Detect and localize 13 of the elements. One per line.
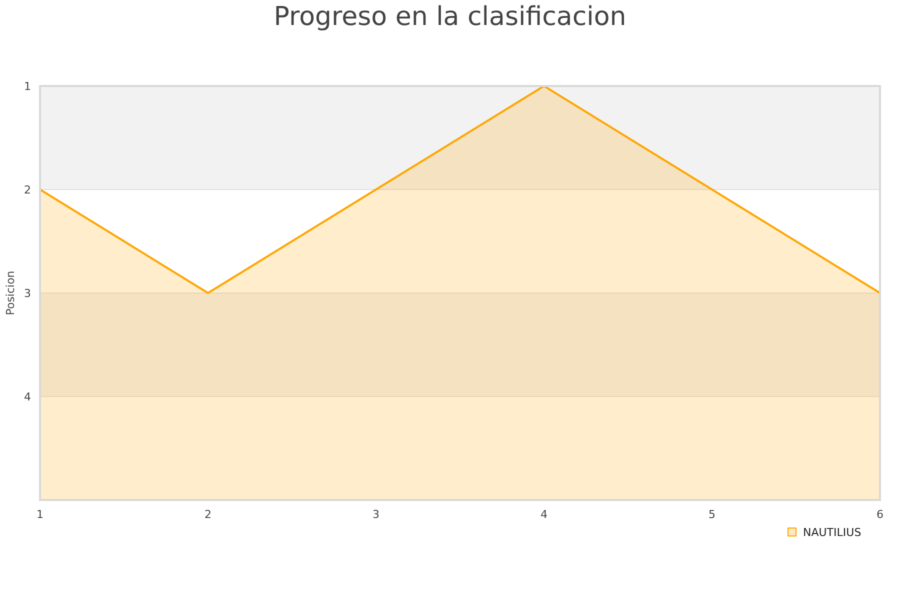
chart-title: Progreso en la clasificacion bbox=[274, 2, 626, 32]
x-tick-label: 5 bbox=[708, 508, 716, 521]
x-tick-label: 6 bbox=[876, 508, 884, 521]
x-tick-label: 4 bbox=[540, 508, 548, 521]
x-tick-label: 2 bbox=[204, 508, 212, 521]
y-tick-label: 1 bbox=[24, 80, 31, 93]
legend-label: NAUTILIUS bbox=[803, 526, 862, 539]
y-tick-label: 3 bbox=[24, 287, 31, 300]
y-axis-title: Posicion bbox=[4, 270, 17, 316]
x-tick-label: 1 bbox=[36, 508, 44, 521]
y-tick-label: 4 bbox=[24, 390, 31, 404]
y-tick-label: 2 bbox=[24, 184, 31, 196]
x-tick-label: 3 bbox=[372, 508, 380, 521]
